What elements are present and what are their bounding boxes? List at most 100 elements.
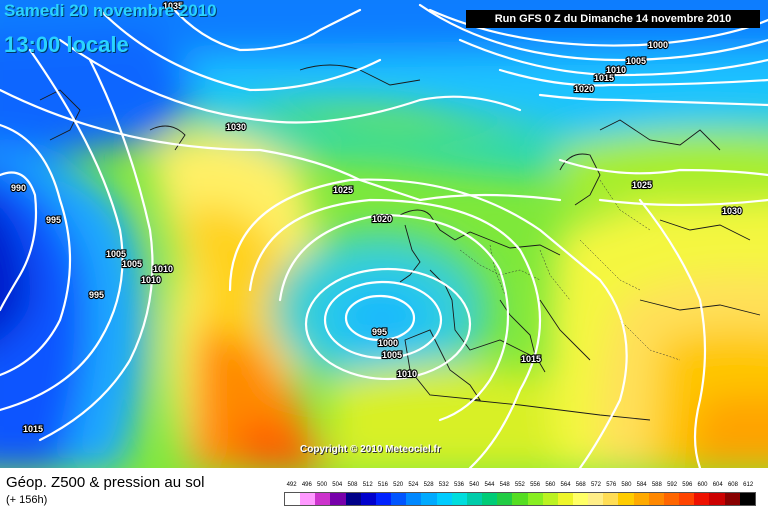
legend-swatch xyxy=(451,493,467,505)
isobar-label: 995 xyxy=(46,215,61,225)
legend-value: 608 xyxy=(727,482,738,488)
valid-date-title: Samedi 20 novembre 2010 xyxy=(4,1,217,20)
legend-value: 572 xyxy=(590,482,601,488)
isobar-label: 1030 xyxy=(226,122,246,132)
isobar-label: 1035 xyxy=(163,1,183,11)
color-scale-legend: 492 496 500 504 508 512 516 520 524 528 532 536 540 5… xyxy=(284,480,756,510)
pressure-labels: 1035 1000 1005 1010 1015 1020 1030 1025 … xyxy=(10,0,743,435)
legend-swatch xyxy=(482,493,498,505)
legend-swatches xyxy=(284,492,756,506)
isobar-label: 1010 xyxy=(153,264,173,274)
map-footer: Géop. Z500 & pression au sol (+ 156h) 49… xyxy=(0,468,768,512)
legend-swatch xyxy=(527,493,543,505)
legend-swatch xyxy=(466,493,483,505)
legend-swatch xyxy=(663,493,680,505)
legend-value: 504 xyxy=(332,482,343,488)
isobar-label: 1015 xyxy=(594,73,614,83)
isobar-label: 990 xyxy=(11,183,26,193)
legend-value: 528 xyxy=(423,482,434,488)
legend-value: 556 xyxy=(530,482,541,488)
legend-value: 596 xyxy=(682,482,693,488)
copyright-notice: Copyright © 2010 Meteociel.fr xyxy=(300,444,441,455)
geopotential-field xyxy=(0,0,768,468)
isobar-label: 1030 xyxy=(722,206,742,216)
legend-swatch xyxy=(694,493,710,505)
run-info-banner: Run GFS 0 Z du Dimanche 14 novembre 2010 xyxy=(466,10,760,28)
isobar-label: 1010 xyxy=(141,275,161,285)
legend-swatch xyxy=(330,493,346,505)
legend-value: 540 xyxy=(469,482,480,488)
isobar-label: 1005 xyxy=(382,350,402,360)
legend-value: 548 xyxy=(499,482,510,488)
legend-value: 580 xyxy=(621,482,632,488)
legend-swatch xyxy=(542,493,558,505)
legend-swatch xyxy=(406,493,422,505)
legend-value: 592 xyxy=(667,482,678,488)
legend-swatch xyxy=(421,493,437,505)
isobar-label: 995 xyxy=(89,290,104,300)
isobar-label: 995 xyxy=(372,327,387,337)
product-title: Géop. Z500 & pression au sol xyxy=(6,474,205,491)
isobar-label: 1015 xyxy=(23,424,43,434)
legend-value: 552 xyxy=(514,482,525,488)
legend-value: 568 xyxy=(575,482,586,488)
legend-value: 560 xyxy=(545,482,556,488)
legend-value: 536 xyxy=(454,482,465,488)
legend-value: 600 xyxy=(697,482,708,488)
lead-time: (+ 156h) xyxy=(6,494,48,506)
legend-swatch xyxy=(633,493,649,505)
legend-swatch xyxy=(391,493,407,505)
isobar-label: 1000 xyxy=(648,40,668,50)
legend-swatch xyxy=(512,493,528,505)
legend-swatch xyxy=(709,493,725,505)
legend-value: 544 xyxy=(484,482,495,488)
legend-value: 512 xyxy=(362,482,373,488)
legend-swatch xyxy=(739,493,755,505)
legend-swatch xyxy=(360,493,376,505)
legend-value: 576 xyxy=(606,482,617,488)
legend-value: 612 xyxy=(743,482,754,488)
legend-value: 500 xyxy=(317,482,328,488)
legend-swatch xyxy=(345,493,361,505)
isobars xyxy=(0,3,768,468)
legend-swatch xyxy=(724,493,740,505)
legend-swatch xyxy=(648,493,664,505)
isobar-label: 1010 xyxy=(606,65,626,75)
legend-swatch xyxy=(315,493,331,505)
legend-value: 524 xyxy=(408,482,419,488)
legend-value: 588 xyxy=(651,482,662,488)
borders xyxy=(459,179,681,361)
local-time-title: 13:00 locale xyxy=(4,32,129,57)
legend-swatch xyxy=(375,493,392,505)
legend-swatch xyxy=(618,493,634,505)
legend-value: 508 xyxy=(347,482,358,488)
legend-value: 532 xyxy=(438,482,449,488)
legend-value: 564 xyxy=(560,482,571,488)
legend-value: 492 xyxy=(286,482,297,488)
isobar-label: 1005 xyxy=(626,56,646,66)
legend-swatch xyxy=(603,493,619,505)
legend-value: 516 xyxy=(377,482,388,488)
isobar-label: 1025 xyxy=(632,180,652,190)
isobar-label: 1000 xyxy=(378,338,398,348)
isobar-label: 1005 xyxy=(106,249,126,259)
isobar-label: 1015 xyxy=(521,354,541,364)
isobar-label: 1020 xyxy=(372,214,392,224)
legend-value: 520 xyxy=(393,482,404,488)
legend-labels: 492 496 500 504 508 512 516 520 524 528 532 536 540 5… xyxy=(284,480,756,490)
isobar-label: 1010 xyxy=(397,369,417,379)
legend-value: 496 xyxy=(301,482,312,488)
legend-swatch xyxy=(572,493,589,505)
legend-swatch xyxy=(588,493,604,505)
legend-swatch xyxy=(300,493,316,505)
legend-swatch xyxy=(285,493,301,505)
legend-swatch xyxy=(679,493,695,505)
isobar-label: 1020 xyxy=(574,84,594,94)
legend-value: 584 xyxy=(636,482,647,488)
weather-map: 1035 1000 1005 1010 1015 1020 1030 1025 … xyxy=(0,0,768,468)
legend-swatch xyxy=(436,493,452,505)
legend-swatch xyxy=(497,493,513,505)
legend-value: 604 xyxy=(712,482,723,488)
isobar-label: 1025 xyxy=(333,185,353,195)
legend-swatch xyxy=(557,493,573,505)
